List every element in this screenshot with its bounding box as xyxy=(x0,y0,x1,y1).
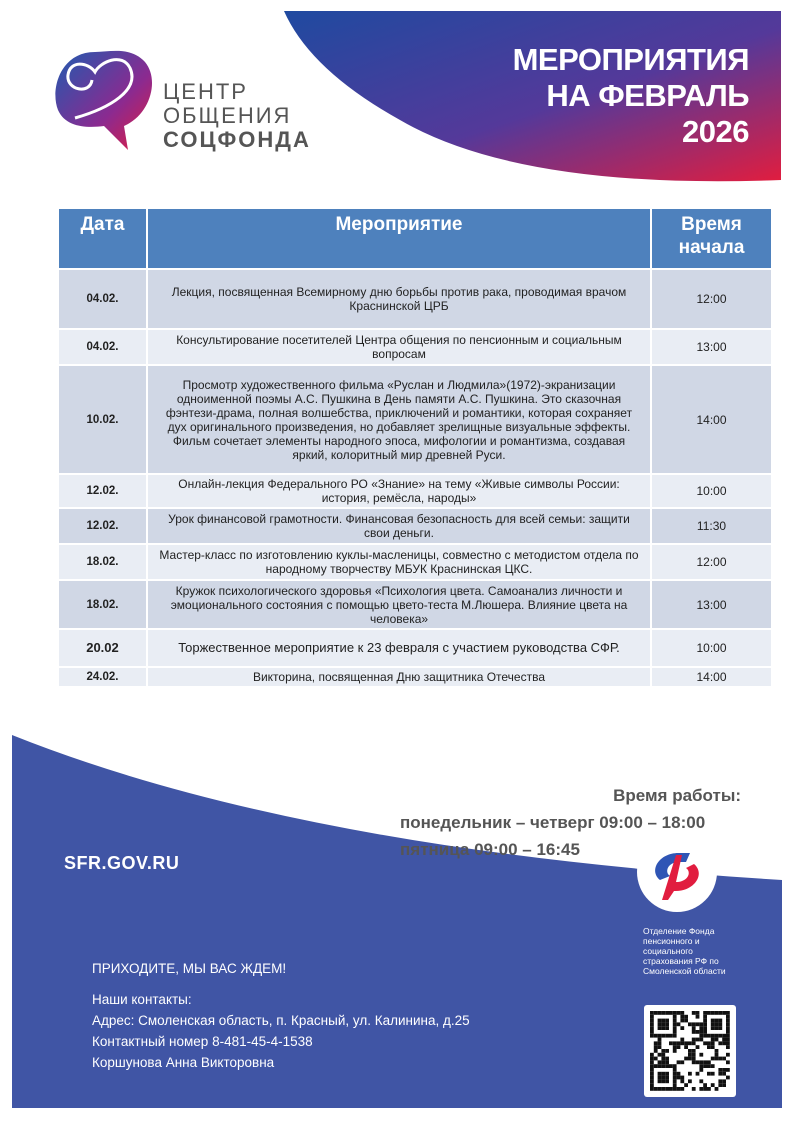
address: Адрес: Смоленская область, п. Красный, у… xyxy=(92,1013,470,1028)
cell-event: Викторина, посвященная Дню защитника Оте… xyxy=(146,666,652,688)
logo-line: ОБЩЕНИЯ xyxy=(163,103,292,128)
cell-date: 04.02. xyxy=(57,328,148,366)
contacts: ПРИХОДИТЕ, МЫ ВАС ЖДЕМ! Наши контакты: А… xyxy=(92,958,502,1073)
logo-text: ЦЕНТР ОБЩЕНИЯ СОЦФОНДА xyxy=(163,80,311,152)
contacts-label: Наши контакты: xyxy=(92,992,192,1007)
cell-time: 14:00 xyxy=(650,666,773,688)
cell-date: 12.02. xyxy=(57,507,148,545)
cell-event: Урок финансовой грамотности. Финансовая … xyxy=(146,507,652,545)
phone: Контактный номер 8-481-45-4-1538 xyxy=(92,1034,313,1049)
column-header-date: Дата xyxy=(57,207,148,270)
working-hours: Время работы: понедельник – четверг 09:0… xyxy=(400,782,741,863)
table-row: 24.02. Викторина, посвященная Дню защитни… xyxy=(57,666,773,688)
page-title: МЕРОПРИЯТИЯ НА ФЕВРАЛЬ 2026 xyxy=(512,42,750,150)
table-row: 10.02. Просмотр художественного фильма «Р… xyxy=(57,364,773,475)
qr-code xyxy=(644,1005,736,1097)
org-name: Отделение Фонда пенсионного и социальног… xyxy=(643,926,726,976)
column-header-event: Мероприятие xyxy=(146,207,652,270)
logo-line: СОЦФОНДА xyxy=(163,127,311,152)
table-row: 04.02. Лекция, посвященная Всемирному дню… xyxy=(57,268,773,330)
cell-event: Онлайн-лекция Федерального РО «Знание» н… xyxy=(146,473,652,509)
title-line: НА ФЕВРАЛЬ xyxy=(546,78,749,113)
cell-time: 10:00 xyxy=(650,473,773,509)
hours-title: Время работы: xyxy=(613,786,741,805)
table-row: 12.02. Урок финансовой грамотности. Финан… xyxy=(57,507,773,545)
cell-time: 13:00 xyxy=(650,328,773,366)
cell-date: 12.02. xyxy=(57,473,148,509)
cell-event: Мастер-класс по изготовлению куклы-масле… xyxy=(146,543,652,581)
invite-text: ПРИХОДИТЕ, МЫ ВАС ЖДЕМ! xyxy=(92,961,287,976)
title-line: 2026 xyxy=(682,114,749,149)
cell-date: 24.02. xyxy=(57,666,148,688)
header-gradient-shape xyxy=(55,11,781,182)
table-row: 18.02. Кружок психологического здоровья «… xyxy=(57,579,773,630)
table-row: 20.02 Торжественное мероприятие к 23 февр… xyxy=(57,628,773,668)
cell-event: Торжественное мероприятие к 23 февраля с… xyxy=(146,628,652,668)
cell-date: 04.02. xyxy=(57,268,148,330)
logo-heart-icon xyxy=(55,50,153,150)
cell-time: 14:00 xyxy=(650,364,773,475)
cell-time: 12:00 xyxy=(650,543,773,581)
cell-date: 20.02 xyxy=(57,628,148,668)
table-row: 18.02. Мастер-класс по изготовлению куклы… xyxy=(57,543,773,581)
cell-date: 18.02. xyxy=(57,543,148,581)
table-row: 12.02. Онлайн-лекция Федерального РО «Зна… xyxy=(57,473,773,509)
contact-person: Коршунова Анна Викторовна xyxy=(92,1055,275,1070)
column-header-time: Время начала xyxy=(650,207,773,270)
title-line: МЕРОПРИЯТИЯ xyxy=(512,42,750,77)
website-link[interactable]: SFR.GOV.RU xyxy=(64,853,180,873)
events-table: Дата Мероприятие Время начала 04.02. Лекц… xyxy=(57,207,773,688)
cell-event: Лекция, посвященная Всемирному дню борьб… xyxy=(146,268,652,330)
cell-event: Кружок психологического здоровья «Психол… xyxy=(146,579,652,630)
cell-date: 10.02. xyxy=(57,364,148,475)
cell-event: Консультирование посетителей Центра обще… xyxy=(146,328,652,366)
cell-time: 11:30 xyxy=(650,507,773,545)
cell-time: 10:00 xyxy=(650,628,773,668)
cell-event: Просмотр художественного фильма «Руслан … xyxy=(146,364,652,475)
cell-time: 12:00 xyxy=(650,268,773,330)
hours-weekdays: понедельник – четверг 09:00 – 18:00 xyxy=(400,813,706,832)
table-row: 04.02. Консультирование посетителей Центр… xyxy=(57,328,773,366)
hours-friday: пятница 09:00 – 16:45 xyxy=(400,840,580,859)
cell-date: 18.02. xyxy=(57,579,148,630)
logo-line: ЦЕНТР xyxy=(163,79,248,104)
table-header: Дата Мероприятие Время начала xyxy=(57,207,773,270)
qr-code-icon xyxy=(650,1011,730,1091)
cell-time: 13:00 xyxy=(650,579,773,630)
